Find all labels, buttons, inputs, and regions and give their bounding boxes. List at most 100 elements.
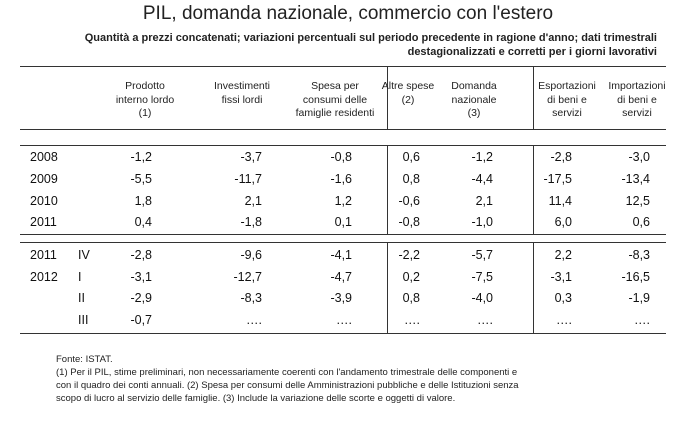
row-quarter-label: I (78, 270, 82, 284)
table-cell: 6,0 (554, 215, 572, 229)
footnote-line-3: scopo di lucro al servizio delle famigli… (56, 393, 456, 404)
column-header-line: di beni e (617, 93, 657, 106)
table-cell: -4,0 (471, 291, 493, 305)
column-header-line: servizi (552, 107, 582, 119)
table-cell: 0,8 (402, 172, 420, 186)
table-cell: …. (336, 313, 352, 327)
table-cell: -0,6 (398, 194, 420, 208)
column-separator-5 (387, 242, 388, 333)
table-cell: -12,7 (233, 270, 263, 284)
column-header-line: (1) (138, 107, 152, 119)
table-cell: -1,0 (471, 215, 493, 229)
table-subtitle: Quantità a prezzi concatenati; variazion… (12, 31, 657, 59)
column-header: Spesa per consumi delle famiglie residenti (285, 80, 385, 121)
footnote-source: Fonte: ISTAT. (56, 354, 113, 365)
table-cell: 12,5 (625, 194, 650, 208)
table-cell: 0,8 (402, 291, 420, 305)
column-separator-2 (533, 66, 534, 130)
table-cell: …. (634, 313, 650, 327)
table-cell: 0,6 (632, 215, 650, 229)
table-cell: …. (404, 313, 420, 327)
rule-annual-bottom (20, 234, 666, 235)
table-cell: -5,5 (130, 172, 152, 186)
table-cell: -1,6 (330, 172, 352, 186)
column-header-line: fissi lordi (221, 93, 263, 106)
table-cell: …. (477, 313, 493, 327)
footnotes: Fonte: ISTAT. (1) Per il PIL, stime prel… (56, 353, 676, 405)
table-cell: -3,0 (628, 150, 650, 164)
column-header-line: Importazioni (608, 80, 666, 92)
table-cell: -0,8 (330, 150, 352, 164)
table-cell: -1,2 (130, 150, 152, 164)
table-cell: -16,5 (621, 270, 651, 284)
column-header-line: Prodotto (125, 80, 165, 92)
rule-annual-top (20, 145, 666, 146)
column-header-line: (3) (467, 107, 481, 119)
table-cell: -3,1 (130, 270, 152, 284)
column-header-line: (2) (401, 93, 415, 106)
column-header: Prodotto interno lordo (1) (95, 80, 195, 121)
column-header-line: famiglie residenti (295, 107, 375, 119)
table-cell: -0,7 (130, 313, 152, 327)
table-cell: …. (556, 313, 572, 327)
table-cell: -8,3 (628, 248, 650, 262)
table-cell: -3,9 (330, 291, 352, 305)
table-cell: -1,2 (471, 150, 493, 164)
column-header-line: servizi (622, 107, 652, 119)
table-cell: 11,4 (548, 194, 572, 208)
subtitle-line-1: Quantità a prezzi concatenati; variazion… (84, 32, 657, 44)
column-header: Domanda nazionale (3) (424, 80, 524, 121)
rule-header-bottom (20, 129, 666, 130)
table-cell: -17,5 (543, 172, 573, 186)
table-cell: 1,8 (134, 194, 152, 208)
row-quarter-label: IV (78, 248, 90, 262)
table-cell: -13,4 (621, 172, 651, 186)
rule-top (20, 66, 666, 67)
row-year-label: 2011 (30, 248, 57, 262)
table-cell: 0,1 (334, 215, 352, 229)
table-cell: 2,1 (244, 194, 262, 208)
column-header: Altre spese (2) (358, 80, 458, 107)
table-cell: 0,4 (134, 215, 152, 229)
subtitle-line-2: destagionalizzati e corretti per i giorn… (407, 46, 657, 58)
table-cell: -7,5 (471, 270, 493, 284)
table-cell: -11,7 (234, 172, 262, 186)
row-quarter-label: III (78, 313, 89, 327)
table-cell: -4,7 (330, 270, 352, 284)
column-header-line: Investimenti (213, 80, 271, 92)
row-year-label: 2011 (30, 215, 57, 229)
column-header-line: Altre spese (381, 80, 435, 92)
row-year-label: 2012 (30, 270, 58, 284)
table-cell: 0,2 (402, 270, 420, 284)
table-cell: -1,9 (628, 291, 650, 305)
row-year-label: 2008 (30, 150, 58, 164)
table-cell: -2,8 (550, 150, 572, 164)
column-header-line: Domanda (451, 80, 497, 92)
rule-bottom (20, 333, 666, 334)
column-header-line: interno lordo (115, 93, 175, 106)
row-year-label: 2010 (30, 194, 58, 208)
table-cell: …. (246, 313, 262, 327)
table-cell: -4,1 (330, 248, 352, 262)
column-header-line: consumi delle (302, 93, 368, 106)
table-cell: -9,6 (240, 248, 262, 262)
footnote-line-2: con il quadro dei conti annuali. (2) Spe… (56, 380, 519, 391)
column-separator-4 (533, 145, 534, 234)
column-header: Esportazioni di beni e servizi (517, 80, 617, 121)
column-separator-3 (387, 145, 388, 234)
table-cell: 0,3 (554, 291, 572, 305)
table-cell: -5,7 (471, 248, 493, 262)
rule-quarterly-top (20, 242, 666, 243)
table-cell: 2,1 (475, 194, 493, 208)
table-cell: -2,2 (398, 248, 420, 262)
footnote-line-1: (1) Per il PIL, stime preliminari, non n… (56, 367, 518, 378)
column-header-line: Spesa per (311, 80, 359, 92)
table-cell: -0,8 (398, 215, 420, 229)
column-header: Investimenti fissi lordi (192, 80, 292, 107)
table-cell: 2,2 (554, 248, 572, 262)
table-title: PIL, domanda nazionale, commercio con l'… (142, 3, 554, 24)
row-year-label: 2009 (30, 172, 58, 186)
table-cell: -1,8 (240, 215, 262, 229)
table-cell: 0,6 (402, 150, 420, 164)
column-header-line: di beni e (547, 93, 587, 106)
